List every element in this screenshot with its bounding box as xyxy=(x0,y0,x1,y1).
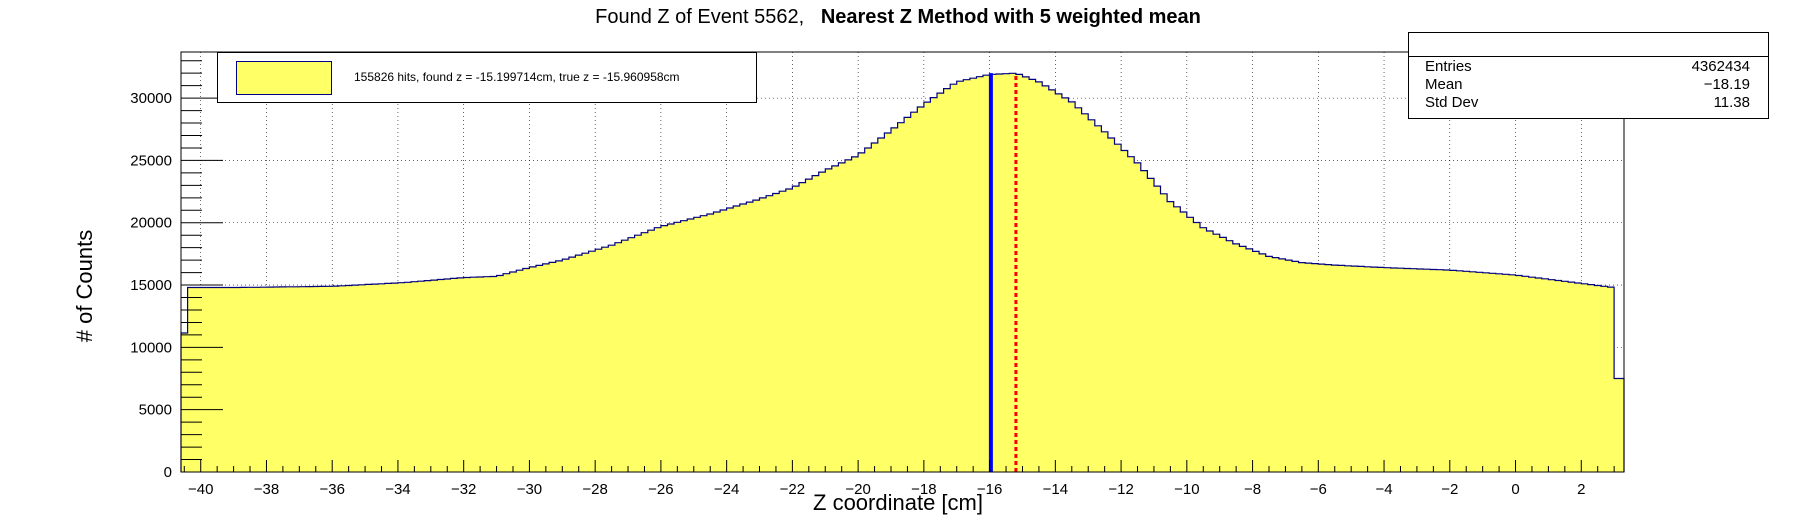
legend-box: 155826 hits, found z = -15.199714cm, tru… xyxy=(217,52,757,103)
y-tick-label: 0 xyxy=(164,464,172,481)
entries-value: 4362434 xyxy=(1691,58,1750,75)
x-tick-label: −22 xyxy=(780,481,805,498)
y-tick-label: 30000 xyxy=(130,90,172,107)
y-tick-label: 25000 xyxy=(130,152,172,169)
x-axis: −40 −38 −36 −34 −32 −30 −28 −26 −24 −22 −20 −18 −16−… xyxy=(183,460,1615,498)
x-tick-label: −24 xyxy=(714,481,739,498)
y-tick-label: 20000 xyxy=(130,215,172,232)
mean-label: Mean xyxy=(1425,76,1463,93)
stats-row-entries: Entries 4362434 xyxy=(1409,57,1768,75)
x-tick-label: −18 xyxy=(911,481,936,498)
entries-label: Entries xyxy=(1425,58,1472,75)
x-tick-label: −4 xyxy=(1375,481,1392,498)
x-tick-label: −6 xyxy=(1310,481,1327,498)
stats-header xyxy=(1409,33,1768,57)
legend-text: 155826 hits, found z = -15.199714cm, tru… xyxy=(354,70,680,84)
x-tick-label: −36 xyxy=(319,481,344,498)
x-tick-label: −10 xyxy=(1174,481,1199,498)
y-axis: 0 5000 10000 15000 20000 25000 30000 xyxy=(130,60,223,481)
std-label: Std Dev xyxy=(1425,94,1479,111)
x-tick-label: −16 xyxy=(977,481,1002,498)
stats-row-mean: Mean −18.19 xyxy=(1409,75,1768,93)
x-tick-label: −40 xyxy=(188,481,213,498)
stats-row-std: Std Dev 11.38 xyxy=(1409,93,1768,111)
x-tick-label: −26 xyxy=(648,481,673,498)
x-tick-label: −12 xyxy=(1108,481,1133,498)
title-prefix: Found Z of Event 5562, xyxy=(595,6,805,28)
histogram-fill xyxy=(181,73,1624,473)
x-tick-label: 2 xyxy=(1577,481,1585,498)
x-tick-label: −30 xyxy=(517,481,542,498)
title-bold: Nearest Z Method with 5 weighted mean xyxy=(820,6,1201,28)
x-tick-label: −32 xyxy=(451,481,476,498)
y-axis-label: # of Counts xyxy=(72,229,97,343)
legend-swatch xyxy=(236,61,332,95)
y-tick-label: 5000 xyxy=(139,402,172,419)
x-tick-label: −38 xyxy=(254,481,279,498)
std-value: 11.38 xyxy=(1713,94,1750,111)
x-tick-label: −2 xyxy=(1441,481,1458,498)
x-tick-label: −34 xyxy=(385,481,410,498)
plot-frame xyxy=(180,51,1625,473)
stats-box: Entries 4362434 Mean −18.19 Std Dev 11.3… xyxy=(1408,32,1769,119)
mean-value: −18.19 xyxy=(1703,76,1750,93)
y-axis-label-wrap: # of Counts xyxy=(72,173,98,343)
x-tick-label: −8 xyxy=(1244,481,1261,498)
x-tick-label: 0 xyxy=(1511,481,1519,498)
x-axis-label: Z coordinate [cm] xyxy=(813,490,983,515)
y-tick-label: 10000 xyxy=(130,339,172,356)
y-tick-label: 15000 xyxy=(130,277,172,294)
x-tick-label: −20 xyxy=(845,481,870,498)
chart-title: Found Z of Event 5562, Nearest Z Method … xyxy=(0,6,1796,29)
histogram-outline xyxy=(180,72,1625,472)
x-tick-label: −14 xyxy=(1043,481,1068,498)
x-tick-label: −28 xyxy=(582,481,607,498)
